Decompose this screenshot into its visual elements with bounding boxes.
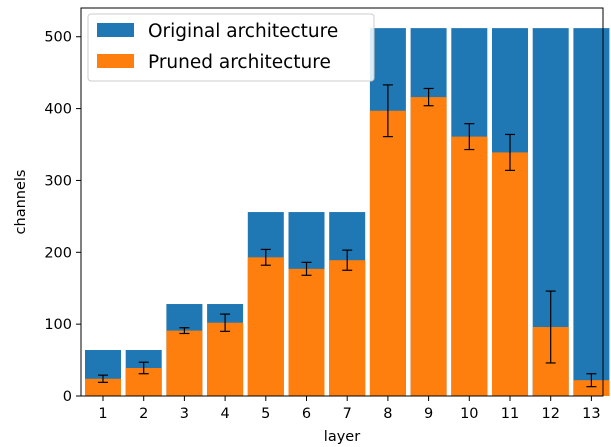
x-tick-label-3: 3 (180, 406, 189, 422)
y-axis-ticks: 0 100 200 300 400 500 (44, 30, 81, 405)
legend: Original architecture Pruned architectur… (87, 13, 375, 82)
x-tick-label-1: 1 (98, 406, 107, 422)
x-tick-label-8: 8 (383, 406, 392, 422)
bar-pruned-layer-6 (288, 268, 325, 396)
bar-pruned-layer-5 (247, 257, 284, 396)
legend-box (87, 13, 375, 82)
y-tick-label-500: 500 (44, 30, 72, 46)
x-tick-label-6: 6 (302, 406, 311, 422)
plot-frame (80, 7, 604, 397)
x-tick-label-9: 9 (424, 406, 433, 422)
x-tick-label-2: 2 (139, 406, 148, 422)
y-axis-label: channels (13, 170, 29, 235)
error-bars (98, 84, 597, 388)
bar-pruned-layer-8 (369, 110, 406, 397)
pruned-bars (85, 97, 610, 397)
bar-pruned-layer-13 (573, 380, 610, 396)
bar-pruned-layer-4 (207, 322, 244, 396)
y-tick-label-100: 100 (44, 317, 72, 333)
x-tick-label-13: 13 (582, 406, 600, 422)
x-tick-label-10: 10 (460, 406, 478, 422)
bar-pruned-layer-3 (166, 330, 203, 396)
x-tick-label-11: 11 (501, 406, 519, 422)
legend-label-pruned: Pruned architecture (148, 52, 331, 73)
legend-swatch-pruned (97, 54, 134, 68)
x-tick-label-4: 4 (220, 406, 229, 422)
legend-swatch-original (97, 23, 134, 37)
bar-pruned-layer-9 (410, 97, 447, 396)
y-tick-label-400: 400 (44, 102, 72, 118)
x-tick-label-7: 7 (343, 406, 352, 422)
bar-pruned-layer-7 (329, 260, 366, 396)
x-tick-label-5: 5 (261, 406, 270, 422)
y-tick-label-200: 200 (44, 245, 72, 261)
bar-pruned-layer-10 (451, 136, 488, 397)
bar-pruned-layer-1 (85, 378, 121, 396)
x-axis-ticks: 1 2 3 4 5 6 7 8 9 10 11 12 13 (98, 396, 601, 422)
bar-original-layer-13 (573, 28, 610, 396)
y-tick-label-300: 300 (44, 173, 72, 189)
y-tick-label-0: 0 (63, 389, 72, 405)
bar-pruned-layer-11 (492, 152, 528, 396)
x-tick-label-12: 12 (541, 406, 559, 422)
legend-label-original: Original architecture (148, 21, 338, 42)
x-axis-label: layer (324, 429, 360, 445)
